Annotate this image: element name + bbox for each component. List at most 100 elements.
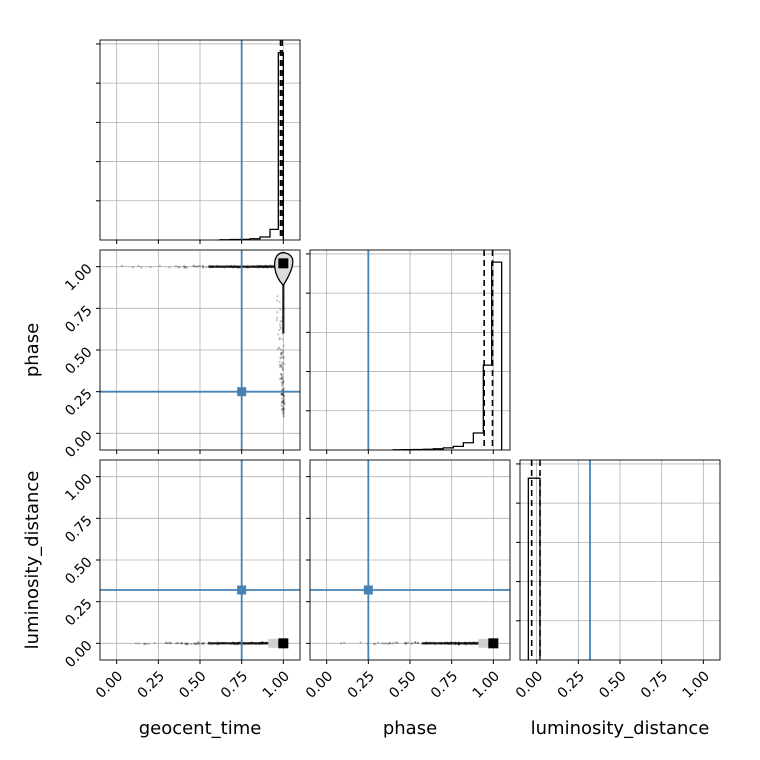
- sample-point: [373, 642, 376, 646]
- sample-point: [281, 392, 284, 395]
- sample-point: [202, 642, 206, 645]
- sample-point: [194, 265, 197, 268]
- y-axis-label-phase: phase: [22, 323, 43, 377]
- x-tick-label: 1.00: [470, 668, 503, 701]
- sample-point: [280, 404, 283, 407]
- mode-marker: [278, 258, 289, 269]
- sample-point: [396, 641, 399, 645]
- sample-point: [282, 400, 285, 404]
- sample-point: [183, 266, 186, 269]
- sample-point: [282, 414, 285, 417]
- y-tick-label: 0.75: [62, 303, 95, 336]
- sample-point: [186, 642, 190, 645]
- y-tick-label: 0.25: [62, 386, 95, 419]
- sample-point: [201, 264, 205, 267]
- sample-point: [184, 643, 188, 646]
- sample-point: [282, 410, 285, 413]
- sample-point: [280, 408, 284, 411]
- sample-point: [282, 398, 285, 402]
- sample-point: [164, 642, 167, 645]
- histogram-luminosity_distance: [527, 477, 541, 660]
- sample-point: [280, 377, 283, 380]
- sample-point: [202, 642, 205, 645]
- sample-point: [282, 402, 285, 405]
- x-tick-label: 0.50: [176, 668, 209, 701]
- sample-point: [387, 642, 390, 646]
- sample-point: [391, 642, 394, 645]
- sample-point: [280, 364, 283, 367]
- y-tick-label: 1.00: [62, 261, 95, 294]
- sample-point: [384, 642, 388, 645]
- sample-point: [198, 264, 202, 267]
- sample-point: [158, 264, 161, 267]
- sample-point: [278, 366, 282, 369]
- sample-point: [404, 642, 407, 645]
- sample-point: [359, 641, 362, 644]
- sample-point: [276, 311, 279, 314]
- sample-point: [280, 408, 283, 411]
- sample-point: [195, 643, 198, 646]
- sample-point: [282, 380, 285, 383]
- sample-point: [283, 397, 286, 400]
- sample-point: [283, 402, 286, 405]
- sample-point: [137, 264, 140, 267]
- y-tick-label: 0.50: [62, 554, 95, 587]
- sample-point: [280, 401, 283, 404]
- sample-point: [388, 641, 391, 644]
- sample-point: [140, 266, 143, 269]
- sample-point: [177, 642, 180, 645]
- sample-point: [281, 393, 284, 396]
- sample-point: [169, 641, 173, 645]
- sample-point: [405, 642, 408, 645]
- sample-point: [283, 404, 286, 407]
- sample-point: [197, 265, 200, 268]
- sample-point: [194, 642, 198, 645]
- sample-point: [174, 265, 178, 268]
- sample-point: [196, 642, 200, 645]
- sample-point: [192, 264, 195, 267]
- sample-point: [279, 377, 283, 381]
- sample-point: [143, 642, 146, 645]
- density-shade: [268, 638, 279, 648]
- sample-point: [186, 643, 189, 646]
- sample-point: [200, 642, 204, 645]
- sample-point: [279, 363, 282, 366]
- truth-marker: [237, 585, 247, 595]
- truth-marker: [363, 585, 373, 595]
- sample-point: [377, 641, 380, 644]
- sample-point: [184, 642, 187, 645]
- sample-point: [192, 264, 196, 268]
- sample-point: [282, 408, 285, 411]
- sample-point: [131, 266, 135, 269]
- sample-point: [169, 642, 172, 645]
- sample-point: [279, 320, 282, 323]
- sample-point: [143, 643, 147, 646]
- sample-point: [281, 374, 284, 378]
- sample-point: [281, 378, 285, 381]
- sample-point: [339, 642, 343, 645]
- sample-point: [414, 641, 417, 644]
- sample-point: [281, 377, 284, 380]
- sample-point: [280, 393, 284, 396]
- sample-point: [282, 407, 285, 410]
- sample-point: [280, 319, 283, 323]
- sample-point: [183, 265, 186, 268]
- sample-point: [277, 333, 280, 336]
- sample-point: [168, 641, 171, 644]
- sample-point: [149, 266, 152, 269]
- sample-point: [281, 392, 284, 395]
- density-shade: [478, 638, 489, 648]
- sample-point: [279, 364, 283, 367]
- sample-point: [380, 642, 384, 645]
- x-tick-label: 0.00: [303, 668, 336, 701]
- y-tick-label: 0.75: [62, 513, 95, 546]
- sample-point: [281, 361, 284, 364]
- x-tick-label: 0.50: [596, 668, 629, 701]
- sample-point: [281, 368, 284, 372]
- sample-point: [281, 411, 285, 414]
- sample-point: [279, 352, 283, 355]
- x-tick-label: 0.25: [345, 668, 378, 701]
- sample-point: [282, 344, 285, 347]
- sample-point: [404, 642, 407, 645]
- sample-point: [281, 412, 285, 415]
